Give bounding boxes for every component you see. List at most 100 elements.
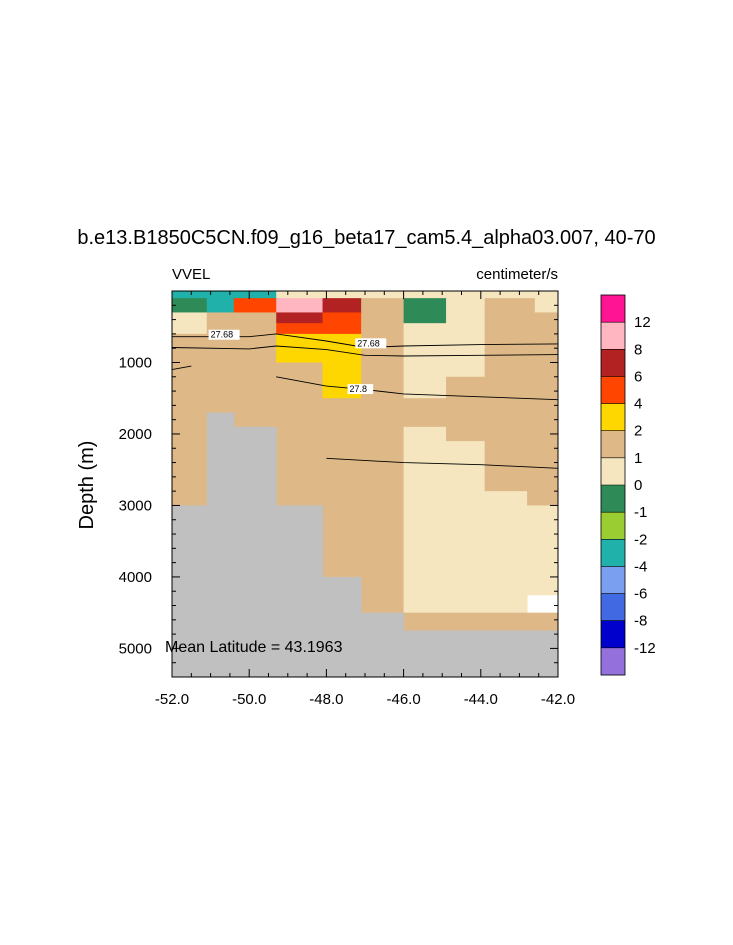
- data-cell: [446, 376, 486, 399]
- data-cell: [484, 333, 559, 363]
- contour-label: 27.68: [357, 338, 380, 348]
- data-cell: [527, 398, 559, 506]
- colorbar-box: [601, 349, 625, 377]
- y-tick-label: 2000: [119, 426, 152, 443]
- colorbar-label: -8: [634, 613, 647, 630]
- colorbar-label: 2: [634, 423, 642, 440]
- x-tick-label: -50.0: [232, 691, 266, 708]
- x-tick-label: -42.0: [541, 691, 575, 708]
- land-mask: [361, 612, 405, 677]
- data-cell: [484, 398, 528, 492]
- land-mask: [233, 426, 277, 677]
- colorbar-box: [601, 430, 625, 459]
- data-cell: [403, 426, 447, 614]
- data-cell: [206, 291, 277, 299]
- colorbar-box: [601, 593, 625, 622]
- data-cell: [322, 312, 362, 324]
- data-cell: [484, 491, 528, 614]
- data-cell: [484, 298, 536, 313]
- data-cell: [322, 323, 362, 335]
- data-cell: [446, 398, 486, 442]
- data-cell: [206, 323, 277, 335]
- colorbar-label: 1: [634, 450, 642, 467]
- y-tick-label: 4000: [119, 569, 152, 586]
- data-cell: [322, 298, 362, 313]
- contour-line: [326, 457, 559, 469]
- contour-label-bg: [347, 384, 374, 395]
- data-cell: [206, 298, 235, 313]
- chart-title: b.e13.B1850C5CN.f09_g16_beta17_cam5.4_al…: [77, 227, 656, 249]
- contour-line: [172, 333, 559, 348]
- data-cell: [276, 291, 559, 299]
- colorbar-label: 8: [634, 341, 642, 358]
- data-cell: [233, 298, 277, 313]
- x-tick-label: -48.0: [309, 691, 343, 708]
- colorbar-label: -6: [634, 586, 647, 603]
- data-cell: [172, 323, 208, 335]
- colorbar-label: 0: [634, 477, 642, 494]
- contour-line: [276, 376, 559, 401]
- colorbar-box: [601, 512, 625, 540]
- data-cell: [527, 505, 559, 596]
- contour-label-bg: [355, 338, 387, 349]
- colorbar-box: [601, 566, 625, 594]
- density-contours: 27.68 27.68 27.8: [171, 329, 559, 469]
- data-cell: [172, 312, 208, 324]
- colorbar-box: [601, 485, 625, 513]
- land-mask: [276, 505, 324, 677]
- axes: -52.0 -50.0 -48.0 -46.0 -44.0 -42.0 1000 2000 30…: [119, 291, 575, 708]
- data-cell: [361, 298, 405, 313]
- data-cell: [403, 362, 447, 399]
- data-cell: [446, 298, 486, 313]
- data-cell: [403, 398, 447, 428]
- x-tick-label: -46.0: [386, 691, 420, 708]
- data-cell: [484, 312, 559, 324]
- data-cell: [484, 323, 559, 335]
- data-cell: [276, 298, 324, 313]
- data-cell: [403, 298, 447, 313]
- y-tick-label: 5000: [119, 640, 152, 657]
- contour-line: [171, 365, 192, 371]
- colorbar-box: [601, 647, 625, 676]
- data-cell: [206, 312, 235, 324]
- y-tick-label: 3000: [119, 497, 152, 514]
- data-cell: [361, 312, 405, 324]
- land-mask: [206, 412, 235, 677]
- colorbar-box: [601, 457, 625, 486]
- y-axis-label: Depth (m): [76, 441, 98, 530]
- plot-area: [172, 291, 559, 678]
- data-cell: [403, 333, 486, 363]
- colorbar-label: -4: [634, 558, 647, 575]
- colorbar-box: [601, 539, 625, 567]
- data-cell: [322, 333, 362, 363]
- colorbar-label: 6: [634, 368, 642, 385]
- colorbar: 12 8 6 4 2 1 0 -1 -2 -4 -6 -8 -12: [600, 294, 656, 676]
- colorbar-label: 4: [634, 396, 642, 413]
- colorbar-box: [601, 403, 625, 432]
- colorbar-box: [601, 295, 625, 323]
- data-cell: [446, 362, 486, 378]
- colorbar-label: 12: [634, 314, 651, 331]
- colorbar-label: -2: [634, 531, 647, 548]
- data-cell: [446, 441, 486, 632]
- data-cell: [172, 362, 324, 399]
- data-cell: [276, 312, 324, 324]
- y-tick-label: 1000: [119, 354, 152, 371]
- contour-label: 27.68: [211, 330, 234, 340]
- data-cell: [361, 323, 405, 335]
- data-cell: [403, 612, 559, 632]
- data-cell: [403, 323, 486, 335]
- data-cell: [446, 312, 486, 324]
- left-string: VVEL: [172, 266, 210, 283]
- contour-line: [171, 345, 559, 357]
- data-cell: [534, 298, 559, 313]
- data-cell: [276, 323, 324, 335]
- colorbar-box: [601, 620, 625, 649]
- data-cell: [403, 312, 447, 324]
- mean-latitude-annotation: Mean Latitude = 43.1963: [165, 639, 343, 656]
- data-cell: [484, 362, 559, 399]
- contour-label: 27.8: [350, 384, 368, 394]
- x-tick-label: -52.0: [155, 691, 189, 708]
- x-tick-label: -44.0: [464, 691, 498, 708]
